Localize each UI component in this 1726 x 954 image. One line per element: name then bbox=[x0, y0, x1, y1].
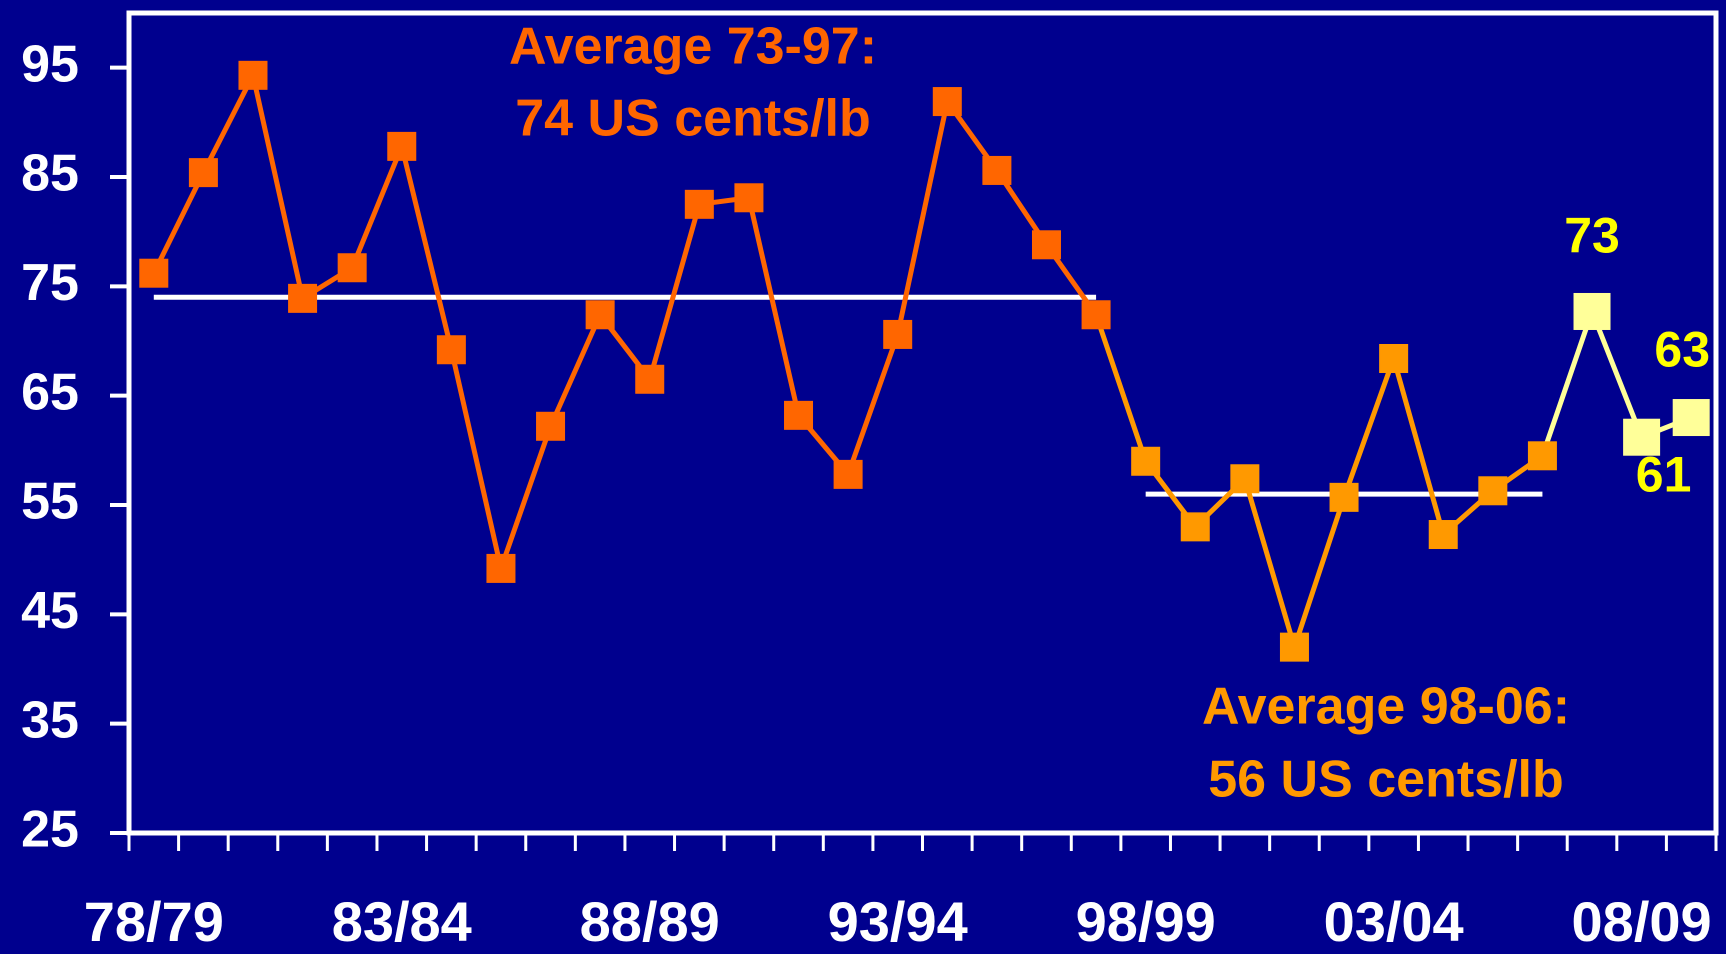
y-tick-label: 95 bbox=[21, 35, 79, 93]
marker bbox=[238, 60, 268, 90]
marker bbox=[1131, 446, 1161, 476]
marker bbox=[1623, 418, 1661, 456]
marker bbox=[1527, 441, 1557, 471]
marker bbox=[486, 553, 516, 583]
series-line bbox=[151, 72, 1099, 571]
connector-line bbox=[1540, 310, 1595, 457]
x-tick-label: 08/09 bbox=[1572, 890, 1712, 953]
y-tick-label: 55 bbox=[21, 473, 79, 531]
marker bbox=[1279, 632, 1309, 662]
marker bbox=[1428, 520, 1458, 550]
marker bbox=[387, 131, 417, 161]
y-tick-label: 35 bbox=[21, 691, 79, 749]
y-tick-label: 65 bbox=[21, 363, 79, 421]
marker bbox=[1230, 464, 1260, 494]
marker bbox=[188, 158, 218, 188]
marker bbox=[932, 87, 962, 117]
marker bbox=[288, 283, 318, 313]
x-tick-label: 03/04 bbox=[1324, 890, 1464, 953]
connector-line bbox=[1093, 313, 1149, 463]
average-label: 56 US cents/lb bbox=[1208, 751, 1563, 809]
marker bbox=[1478, 476, 1508, 506]
x-tick-label: 83/84 bbox=[332, 890, 472, 953]
marker bbox=[734, 183, 764, 213]
marker bbox=[585, 300, 615, 330]
y-tick-label: 25 bbox=[21, 801, 79, 859]
marker bbox=[833, 459, 863, 489]
marker bbox=[784, 400, 814, 430]
x-tick-label: 78/79 bbox=[84, 890, 224, 953]
marker bbox=[337, 253, 367, 283]
marker bbox=[1573, 292, 1611, 330]
marker bbox=[883, 319, 913, 349]
marker bbox=[536, 411, 566, 441]
marker bbox=[1031, 230, 1061, 260]
average-label: Average 98-06: bbox=[1202, 678, 1570, 736]
marker bbox=[1180, 512, 1210, 542]
value-label: 61 bbox=[1636, 446, 1692, 502]
marker bbox=[139, 258, 169, 288]
average-label: 74 US cents/lb bbox=[515, 90, 870, 148]
value-label: 63 bbox=[1654, 322, 1710, 378]
y-tick-label: 75 bbox=[21, 254, 79, 312]
marker bbox=[982, 155, 1012, 185]
x-tick-label: 93/94 bbox=[828, 890, 968, 953]
marker bbox=[1081, 300, 1111, 330]
marker bbox=[684, 189, 714, 219]
marker bbox=[635, 364, 665, 394]
marker bbox=[1672, 399, 1710, 437]
x-tick-label: 98/99 bbox=[1076, 890, 1216, 953]
average-label: Average 73-97: bbox=[509, 18, 877, 76]
y-tick-label: 85 bbox=[21, 145, 79, 203]
value-label: 73 bbox=[1564, 208, 1620, 264]
marker bbox=[1379, 343, 1409, 373]
marker bbox=[1329, 482, 1359, 512]
marker bbox=[436, 335, 466, 365]
y-tick-label: 45 bbox=[21, 582, 79, 640]
x-tick-label: 88/89 bbox=[580, 890, 720, 953]
